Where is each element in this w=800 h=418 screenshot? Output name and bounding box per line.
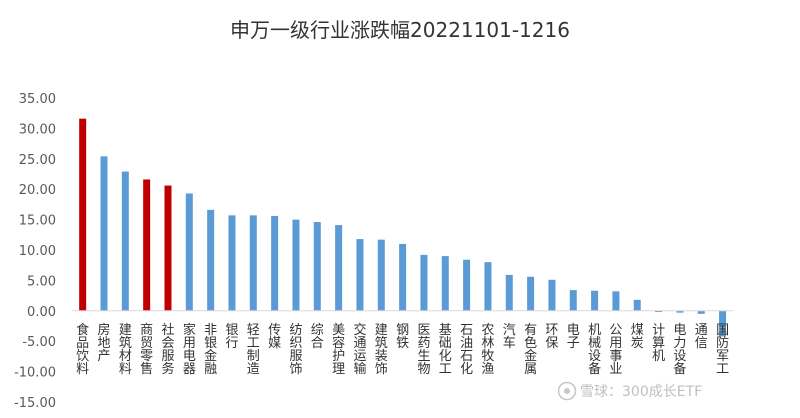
y-tick-label: -15.00	[14, 396, 56, 411]
x-tick-label: 石油石化	[457, 323, 473, 376]
bar	[377, 239, 385, 311]
bar	[697, 310, 705, 314]
bar	[420, 254, 428, 311]
x-tick-label: 计算机	[649, 323, 665, 363]
bar	[249, 215, 257, 311]
x-tick-label: 医药生物	[414, 323, 430, 376]
x-tick-label: 交通运输	[350, 322, 366, 375]
x-tick-label: 建筑材料	[116, 323, 132, 375]
y-tick-label: 25.00	[19, 153, 56, 168]
bar	[612, 291, 620, 311]
x-tick-label: 环保	[542, 323, 558, 349]
x-tick-label: 通信	[692, 323, 708, 349]
x-tick-label: 综合	[308, 323, 324, 349]
x-tick-label: 汽车	[500, 323, 516, 349]
x-tick-label: 食品饮料	[73, 322, 89, 375]
y-tick-label: 20.00	[19, 183, 56, 198]
bar	[591, 290, 599, 311]
x-tick-label: 传媒	[265, 323, 281, 349]
x-tick-label: 银行	[222, 323, 238, 350]
x-tick-label: 房地产	[94, 322, 110, 363]
bar	[292, 219, 300, 311]
x-tick-label: 电子	[564, 323, 580, 349]
x-tick-label: 国防军工	[713, 323, 729, 375]
bar	[505, 274, 513, 311]
bar	[356, 239, 364, 311]
bar	[164, 185, 172, 311]
bar	[633, 299, 641, 311]
bar	[655, 310, 663, 313]
y-tick-label: 0.00	[27, 305, 56, 320]
x-tick-label: 煤炭	[628, 323, 644, 350]
bar	[121, 171, 129, 311]
y-tick-label: 35.00	[19, 92, 56, 107]
bar	[399, 243, 407, 311]
watermark-text: 雪球：300成长ETF	[580, 384, 702, 400]
snowball-icon	[557, 381, 577, 401]
bar	[143, 179, 151, 311]
bar	[271, 215, 279, 311]
bar	[207, 209, 215, 311]
bar	[313, 222, 321, 311]
x-tick-label: 公用事业	[606, 323, 622, 375]
y-axis-tick-labels: -15.00 -10.00 -5.00 0.00 5.00 10.00 15.00 20.00…	[14, 92, 56, 411]
x-tick-label: 电力设备	[670, 323, 686, 376]
y-tick-label: 5.00	[27, 274, 56, 289]
bar	[185, 193, 193, 311]
x-axis-tick-labels: 食品饮料 房地产 建筑材料 商贸零售 社会服务 家用电器 非银金融 银行 轻工制造 传媒 纺织服饰综…	[73, 322, 728, 376]
x-tick-label: 有色金属	[521, 323, 537, 376]
x-tick-label: 机械设备	[585, 323, 601, 376]
bar	[548, 279, 556, 311]
x-tick-label: 商贸零售	[137, 323, 153, 375]
bar	[79, 118, 87, 311]
bars	[79, 118, 727, 337]
x-tick-label: 农林牧渔	[478, 323, 494, 375]
x-tick-label: 社会服务	[158, 322, 174, 375]
y-tick-label: 15.00	[19, 214, 56, 229]
watermark: 雪球：300成长ETF	[557, 381, 702, 401]
bar	[719, 310, 727, 337]
x-tick-label: 建筑装饰	[372, 323, 388, 375]
bar	[228, 215, 236, 311]
bar	[100, 156, 108, 311]
bar	[527, 276, 535, 311]
y-tick-label: -5.00	[22, 335, 56, 350]
bar	[484, 262, 492, 311]
bar	[335, 225, 343, 311]
x-tick-label: 家用电器	[180, 322, 196, 376]
bar	[463, 259, 471, 311]
x-tick-label: 轻工制造	[244, 323, 260, 376]
bar	[569, 290, 577, 311]
y-tick-label: -10.00	[14, 366, 56, 381]
y-tick-label: 30.00	[19, 122, 56, 137]
bar	[676, 310, 684, 313]
x-tick-label: 基础化工	[436, 323, 452, 375]
chart-title: 申万一级行业涨跌幅20221101-1216	[230, 18, 570, 42]
y-tick-label: 10.00	[19, 244, 56, 259]
x-tick-label: 钢铁	[393, 323, 409, 349]
bar	[441, 256, 449, 311]
x-tick-label: 纺织服饰	[286, 323, 302, 375]
x-tick-label: 美容护理	[329, 323, 345, 375]
x-tick-label: 非银金融	[201, 323, 217, 375]
